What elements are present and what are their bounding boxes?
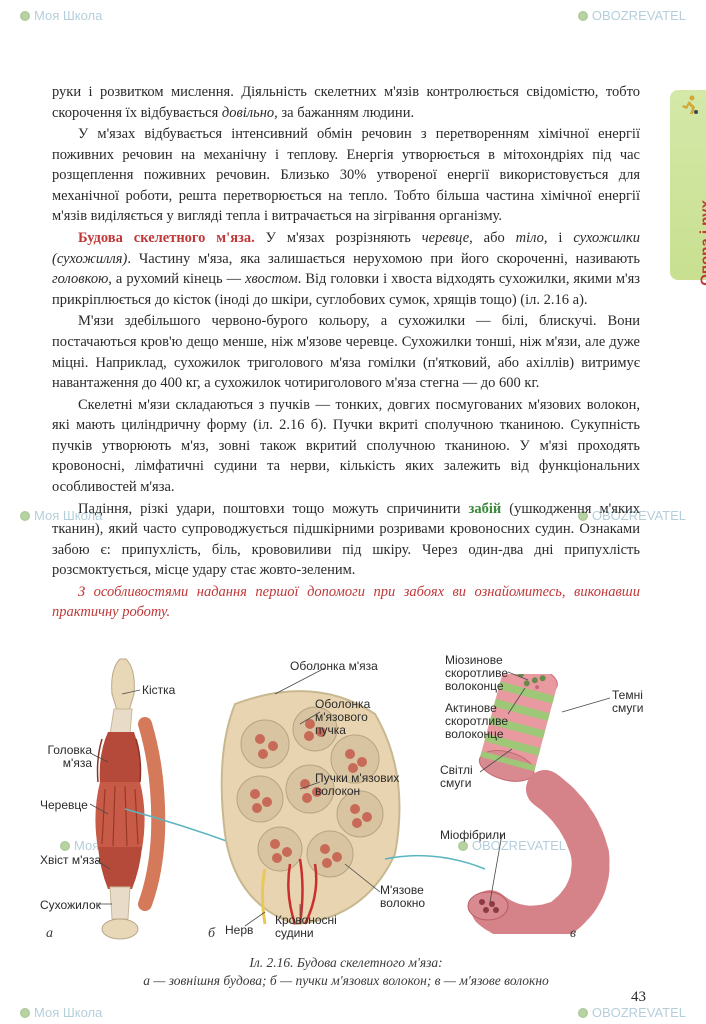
fig-letter-b: б	[208, 926, 215, 942]
label-krovonosni: Кровоносні судини	[275, 914, 337, 940]
page-number: 43	[631, 989, 646, 1006]
paragraph: Будова скелетного м'яза. У м'язах розріз…	[52, 228, 640, 310]
paragraph: Скелетні м'язи складаються з пучків — то…	[52, 395, 640, 498]
label-sukhozhylok: Сухожилок	[40, 899, 101, 912]
watermark: Моя Школа	[20, 1005, 102, 1020]
paragraph: М'язи здебільшого червоно-бурого кольору…	[52, 311, 640, 393]
label-holovka: Головка м'яза	[40, 744, 92, 770]
paragraph: У м'язах відбувається інтенсивний обмін …	[52, 124, 640, 227]
watermark: OBOZREVATEL	[578, 8, 686, 23]
label-khvist: Хвіст м'яза	[40, 854, 101, 867]
label-temni: Темні смуги	[612, 689, 643, 715]
paragraph: руки і розвитком мислення. Діяльність ск…	[52, 82, 640, 123]
paragraph: Падіння, різкі удари, поштовхи тощо можу…	[52, 499, 640, 581]
label-cherevce: Черевце	[40, 799, 88, 812]
paragraph-note: З особливостями надання першої допомоги …	[52, 582, 640, 623]
section-heading: Будова скелетного м'яза.	[78, 230, 255, 246]
label-nerv: Нерв	[225, 924, 253, 937]
side-tab-label: Опора і рух	[698, 200, 706, 286]
watermark: OBOZREVATEL	[578, 1005, 686, 1020]
label-obolonka-puchka: Оболонка м'язового пучка	[315, 698, 370, 738]
label-puchky: Пучки м'язових волокон	[315, 772, 399, 798]
label-miozynove: Міозинове скоротливе волоконце	[445, 654, 508, 694]
figure-caption: Іл. 2.16. Будова скелетного м'яза: а — з…	[52, 954, 640, 990]
fig-letter-a: а	[46, 926, 53, 942]
label-aktynove: Актинове скоротливе волоконце	[445, 702, 508, 742]
runner-icon	[678, 94, 700, 116]
fig-letter-c: в	[570, 926, 576, 942]
label-miofibryly: Міофібрили	[440, 829, 506, 842]
label-obolonka-myaza: Оболонка м'яза	[290, 660, 378, 673]
figure-muscle-structure: Кістка Головка м'яза Черевце Хвіст м'яза…	[40, 654, 660, 954]
label-svitli: Світлі смуги	[440, 764, 473, 790]
page-text: руки і розвитком мислення. Діяльність ск…	[52, 82, 640, 624]
label-kistka: Кістка	[142, 684, 175, 697]
watermark: Моя Школа	[20, 8, 102, 23]
